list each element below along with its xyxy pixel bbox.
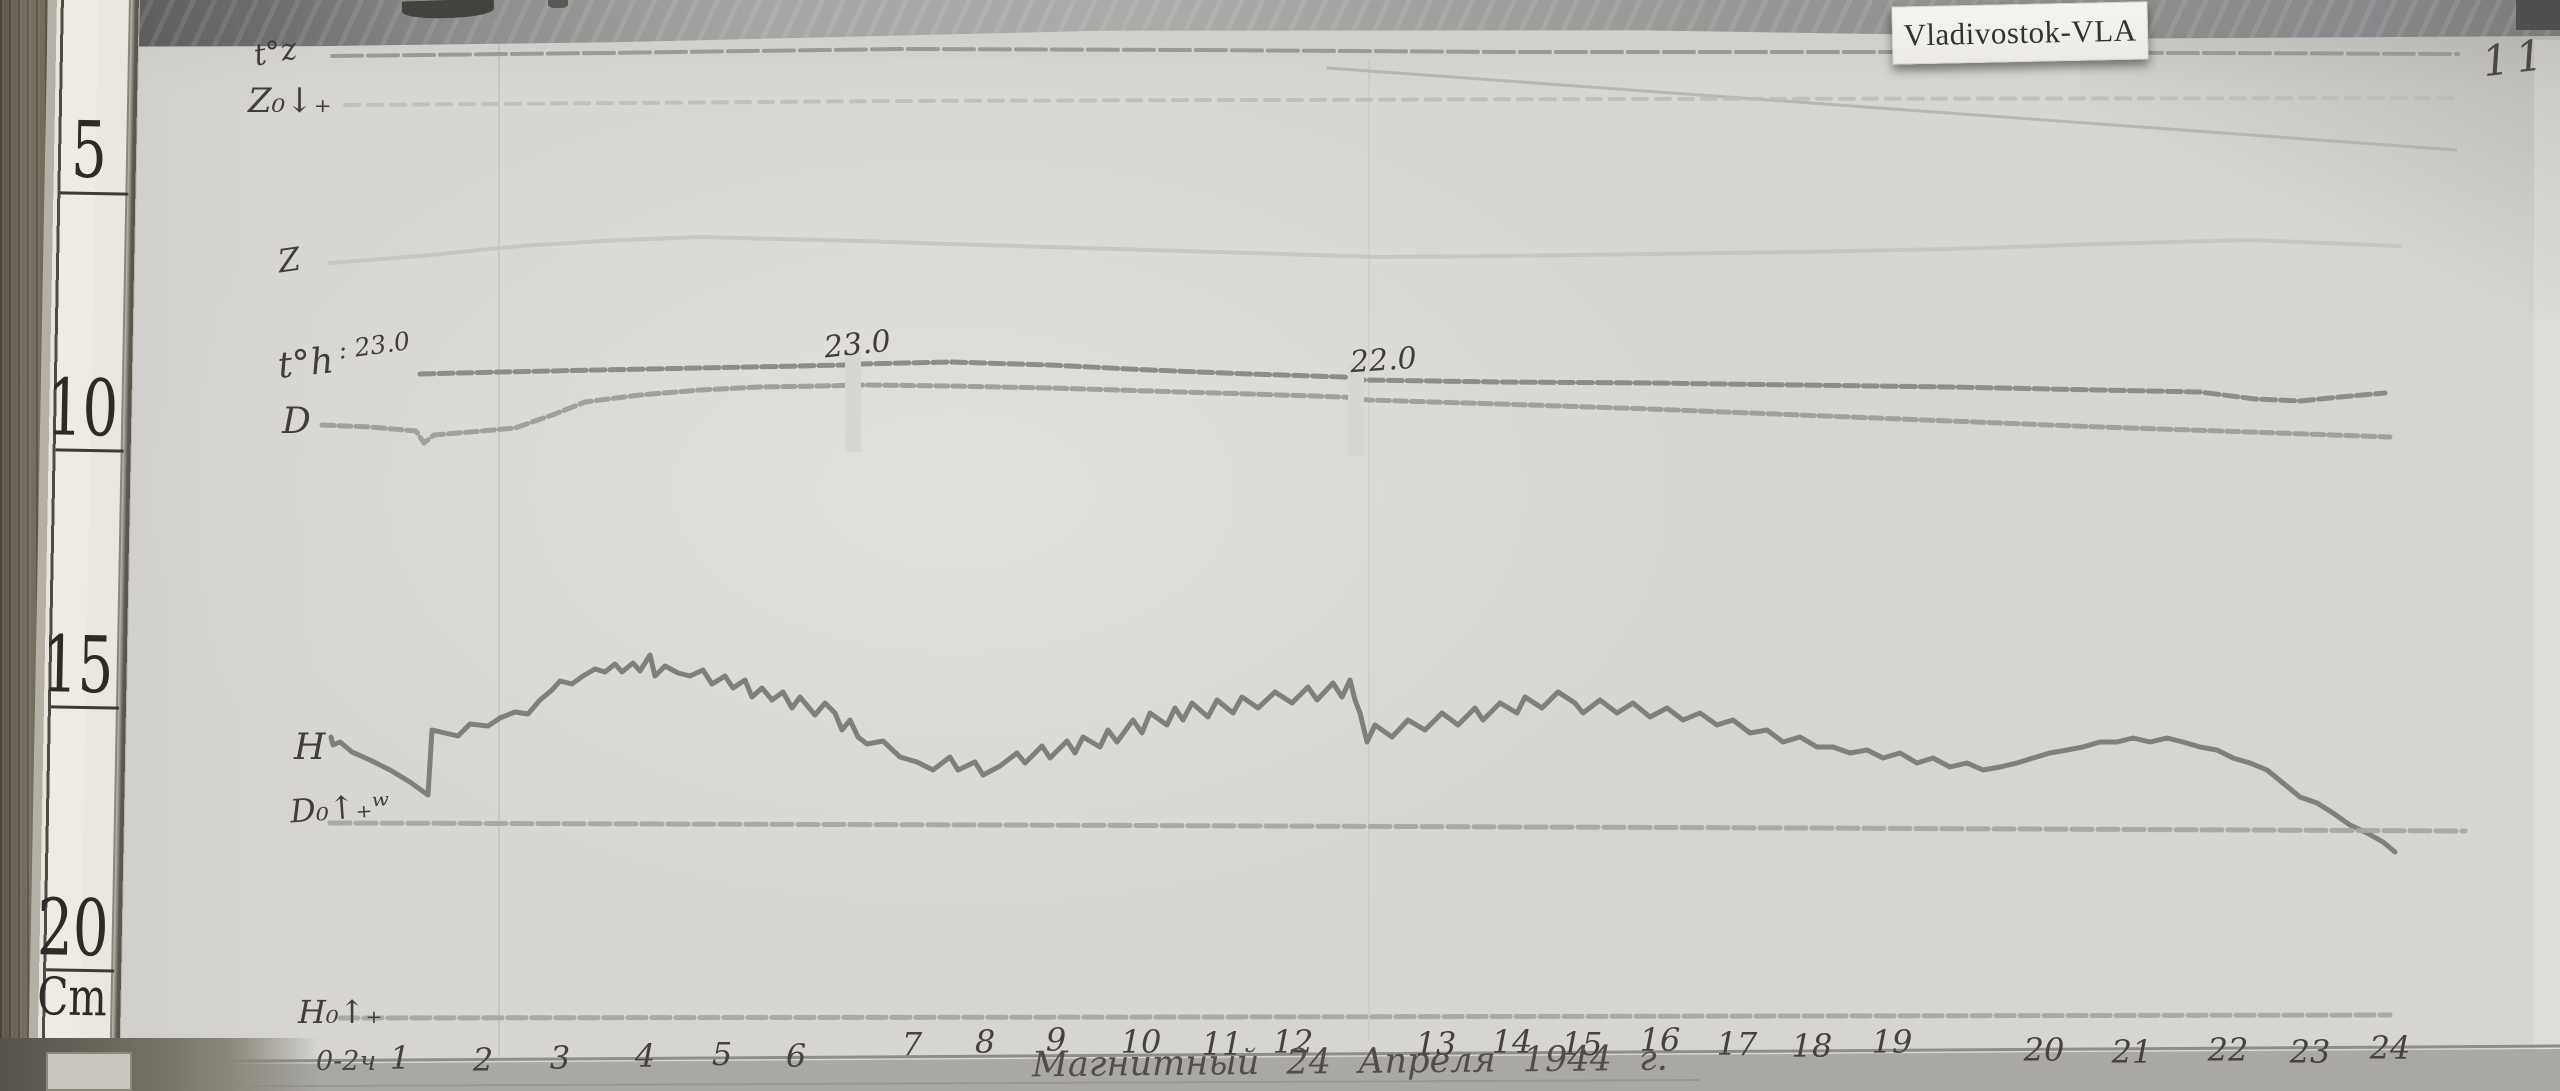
- time-mark-gap: [845, 352, 861, 452]
- hour-label: 15: [1561, 1025, 1603, 1063]
- hour-label: 22: [2207, 1031, 2249, 1069]
- hour-label: 18: [1791, 1027, 1833, 1065]
- tH-temperature-trace: [417, 359, 2388, 404]
- top-right-dark-corner: [2516, 0, 2560, 30]
- ruler-diamond-emblem: [45, 787, 108, 849]
- hour-axis-start-label: 0-2ч: [316, 1046, 377, 1077]
- D0-baseline: [327, 820, 2468, 834]
- hour-label: 10: [1120, 1023, 1162, 1061]
- trace-label: t°h: [275, 340, 336, 387]
- paper-bottom-edge-band: [92, 1049, 2560, 1091]
- hour-label: 2: [472, 1041, 494, 1079]
- trace-label: H₀↑₊: [298, 993, 383, 1031]
- trace-label: D₀↑₊ʷ: [288, 785, 391, 831]
- date-inscription: Магнитный 24 Апреля 1944 г.: [1031, 1038, 1669, 1086]
- paper-edge-line: [91, 1044, 2560, 1064]
- ruler-number: 5: [70, 105, 108, 197]
- paper-crease: [1368, 60, 1370, 1040]
- paper-shadow-topright: [2080, 28, 2560, 318]
- hour-label: 14: [1491, 1023, 1533, 1061]
- hour-label: 16: [1639, 1021, 1681, 1059]
- hour-label: 23: [2289, 1033, 2331, 1071]
- hour-label: 1: [389, 1039, 411, 1077]
- hour-label: 11: [1201, 1025, 1243, 1063]
- ruler-number: 15: [41, 620, 115, 712]
- D-trace: [319, 382, 2393, 446]
- value-annotation: 22.0: [1348, 340, 1418, 381]
- hour-label: 8: [974, 1023, 996, 1061]
- value-annotation: 23.0: [822, 323, 893, 366]
- hour-label: 7: [901, 1025, 923, 1063]
- ruler-number: 20: [36, 883, 110, 975]
- ruler-end-block: [46, 1052, 132, 1091]
- paper-edge-line: [91, 1079, 1701, 1088]
- paper-clip-mark-small: [548, 0, 568, 8]
- H-trace: [328, 652, 2398, 855]
- hour-label: 3: [549, 1039, 571, 1077]
- trace-label: D: [282, 401, 311, 442]
- Z-trace: [328, 235, 2402, 265]
- hour-label: 9: [1045, 1021, 1067, 1059]
- ruler-number: 10: [45, 363, 119, 455]
- paper-crease: [498, 40, 500, 1056]
- trace-label: Z₀↓₊: [248, 81, 332, 121]
- hour-label: 5: [711, 1035, 733, 1073]
- hour-label: 6: [785, 1037, 807, 1075]
- hour-label: 20: [2023, 1031, 2065, 1069]
- station-name-label: Vladivostok-VLA: [1891, 1, 2149, 65]
- time-mark-gap: [1348, 364, 1364, 456]
- hour-label: 12: [1272, 1023, 1314, 1061]
- diagonal-drift-trace: [1326, 66, 2458, 152]
- tz-top-trace: [330, 47, 2460, 58]
- trace-label: H: [294, 727, 326, 768]
- trace-label: t°z: [251, 31, 300, 74]
- paper-surface: [92, 0, 2560, 1091]
- Z0-baseline: [343, 96, 2457, 107]
- hour-label: 13: [1415, 1025, 1457, 1063]
- hour-label: 19: [1871, 1023, 1913, 1061]
- H0-baseline: [337, 1012, 2393, 1021]
- hour-label: 21: [2111, 1033, 2153, 1071]
- cm-ruler: Cm 5 10 15 20: [28, 0, 140, 1053]
- hour-label: 17: [1716, 1025, 1758, 1063]
- paper-right-edge: [2534, 40, 2560, 1090]
- trace-label: Z: [275, 239, 303, 281]
- ruler-unit-label: Cm: [36, 967, 108, 1029]
- hour-label: 4: [634, 1037, 656, 1075]
- hour-label: 24: [2369, 1029, 2411, 1067]
